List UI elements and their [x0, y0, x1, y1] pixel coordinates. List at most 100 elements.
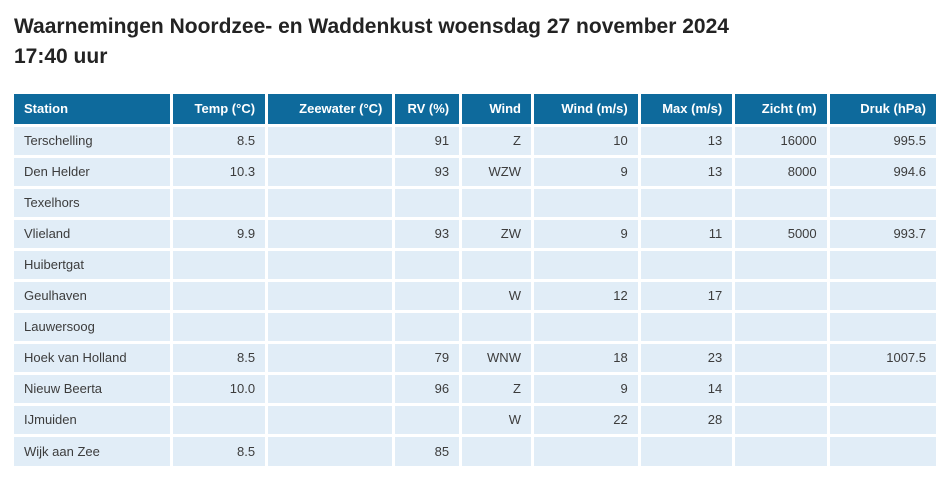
- column-header-max-m-s: Max (m/s): [639, 94, 736, 127]
- value-cell-zicht-m: [733, 373, 830, 406]
- value-cell-max-m-s: [639, 311, 736, 344]
- weather-observations-page: Waarnemingen Noordzee- en Waddenkust woe…: [14, 12, 936, 466]
- value-cell-zeewater-c: [266, 280, 396, 313]
- value-cell-zicht-m: 16000: [733, 125, 830, 158]
- value-cell-wind-m-s: [532, 249, 641, 282]
- station-cell: IJmuiden: [14, 404, 173, 437]
- value-cell-zicht-m: [733, 311, 830, 344]
- value-cell-zeewater-c: [266, 342, 396, 375]
- table-row: Vlieland 9.9 93 ZW 9 11 5000 993.7: [14, 218, 936, 251]
- page-title: Waarnemingen Noordzee- en Waddenkust woe…: [14, 12, 936, 72]
- value-cell-zicht-m: 5000: [733, 218, 830, 251]
- value-cell-zicht-m: [733, 342, 830, 375]
- value-cell-wind-m-s: 9: [532, 218, 641, 251]
- table-row: Nieuw Beerta 10.0 96 Z 9 14: [14, 373, 936, 406]
- value-cell-max-m-s: [639, 435, 736, 466]
- value-cell-wind-m-s: [532, 187, 641, 220]
- value-cell-druk-hpa: [828, 280, 936, 313]
- value-cell-druk-hpa: [828, 435, 936, 466]
- station-cell: Hoek van Holland: [14, 342, 173, 375]
- station-cell: Nieuw Beerta: [14, 373, 173, 406]
- value-cell-wind: [460, 435, 534, 466]
- value-cell-wind: [460, 187, 534, 220]
- table-row: Texelhors: [14, 187, 936, 220]
- value-cell-wind-m-s: 9: [532, 156, 641, 189]
- value-cell-temp-c: [171, 187, 269, 220]
- value-cell-rv: 85: [393, 435, 463, 466]
- station-cell: Huibertgat: [14, 249, 173, 282]
- value-cell-temp-c: 10.3: [171, 156, 269, 189]
- value-cell-druk-hpa: 1007.5: [828, 342, 936, 375]
- value-cell-zeewater-c: [266, 156, 396, 189]
- value-cell-druk-hpa: [828, 311, 936, 344]
- value-cell-zeewater-c: [266, 373, 396, 406]
- value-cell-max-m-s: [639, 249, 736, 282]
- value-cell-rv: 93: [393, 156, 463, 189]
- value-cell-zeewater-c: [266, 404, 396, 437]
- value-cell-max-m-s: 13: [639, 156, 736, 189]
- value-cell-druk-hpa: [828, 404, 936, 437]
- value-cell-temp-c: 10.0: [171, 373, 269, 406]
- column-header-station: Station: [14, 94, 173, 127]
- value-cell-wind-m-s: [532, 311, 641, 344]
- value-cell-druk-hpa: 994.6: [828, 156, 936, 189]
- value-cell-druk-hpa: 993.7: [828, 218, 936, 251]
- station-cell: Den Helder: [14, 156, 173, 189]
- table-header-row: Station Temp (°C) Zeewater (°C) RV (%) Wind W…: [14, 94, 936, 127]
- station-cell: Terschelling: [14, 125, 173, 158]
- page-title-line2: 17:40 uur: [14, 45, 108, 68]
- table-row: Lauwersoog: [14, 311, 936, 344]
- value-cell-wind: Z: [460, 125, 534, 158]
- value-cell-wind-m-s: 10: [532, 125, 641, 158]
- value-cell-wind: WNW: [460, 342, 534, 375]
- table-row: Hoek van Holland 8.5 79 WNW 18 23 1007.5: [14, 342, 936, 375]
- table-row: Geulhaven W 12 17: [14, 280, 936, 313]
- value-cell-temp-c: [171, 280, 269, 313]
- table-body: Terschelling 8.5 91 Z 10 13 16000 995.5 Den Held…: [14, 125, 936, 466]
- value-cell-max-m-s: 23: [639, 342, 736, 375]
- table-row: Wijk aan Zee 8.5 85: [14, 435, 936, 466]
- value-cell-temp-c: 8.5: [171, 125, 269, 158]
- value-cell-wind: W: [460, 404, 534, 437]
- value-cell-wind: W: [460, 280, 534, 313]
- value-cell-temp-c: [171, 404, 269, 437]
- column-header-temp-c: Temp (°C): [171, 94, 269, 127]
- value-cell-zeewater-c: [266, 218, 396, 251]
- table-row: Terschelling 8.5 91 Z 10 13 16000 995.5: [14, 125, 936, 158]
- column-header-zeewater-c: Zeewater (°C): [266, 94, 396, 127]
- value-cell-rv: [393, 280, 463, 313]
- table-header: Station Temp (°C) Zeewater (°C) RV (%) Wind W…: [14, 94, 936, 127]
- value-cell-wind: WZW: [460, 156, 534, 189]
- value-cell-zicht-m: [733, 404, 830, 437]
- value-cell-wind: ZW: [460, 218, 534, 251]
- value-cell-wind: [460, 249, 534, 282]
- value-cell-max-m-s: 17: [639, 280, 736, 313]
- value-cell-temp-c: 8.5: [171, 342, 269, 375]
- station-cell: Vlieland: [14, 218, 173, 251]
- value-cell-zeewater-c: [266, 435, 396, 466]
- column-header-rv: RV (%): [393, 94, 463, 127]
- value-cell-zicht-m: 8000: [733, 156, 830, 189]
- value-cell-rv: 79: [393, 342, 463, 375]
- station-cell: Geulhaven: [14, 280, 173, 313]
- value-cell-wind-m-s: 22: [532, 404, 641, 437]
- station-cell: Texelhors: [14, 187, 173, 220]
- value-cell-druk-hpa: [828, 373, 936, 406]
- value-cell-zicht-m: [733, 249, 830, 282]
- value-cell-rv: 96: [393, 373, 463, 406]
- value-cell-wind-m-s: 9: [532, 373, 641, 406]
- value-cell-max-m-s: 13: [639, 125, 736, 158]
- value-cell-wind-m-s: 12: [532, 280, 641, 313]
- station-cell: Lauwersoog: [14, 311, 173, 344]
- value-cell-max-m-s: [639, 187, 736, 220]
- column-header-zicht-m: Zicht (m): [733, 94, 830, 127]
- value-cell-wind-m-s: [532, 435, 641, 466]
- value-cell-druk-hpa: 995.5: [828, 125, 936, 158]
- table-row: Den Helder 10.3 93 WZW 9 13 8000 994.6: [14, 156, 936, 189]
- page-title-line1: Waarnemingen Noordzee- en Waddenkust woe…: [14, 15, 729, 38]
- value-cell-rv: [393, 249, 463, 282]
- value-cell-temp-c: [171, 311, 269, 344]
- column-header-wind-m-s: Wind (m/s): [532, 94, 641, 127]
- value-cell-zeewater-c: [266, 187, 396, 220]
- value-cell-rv: 91: [393, 125, 463, 158]
